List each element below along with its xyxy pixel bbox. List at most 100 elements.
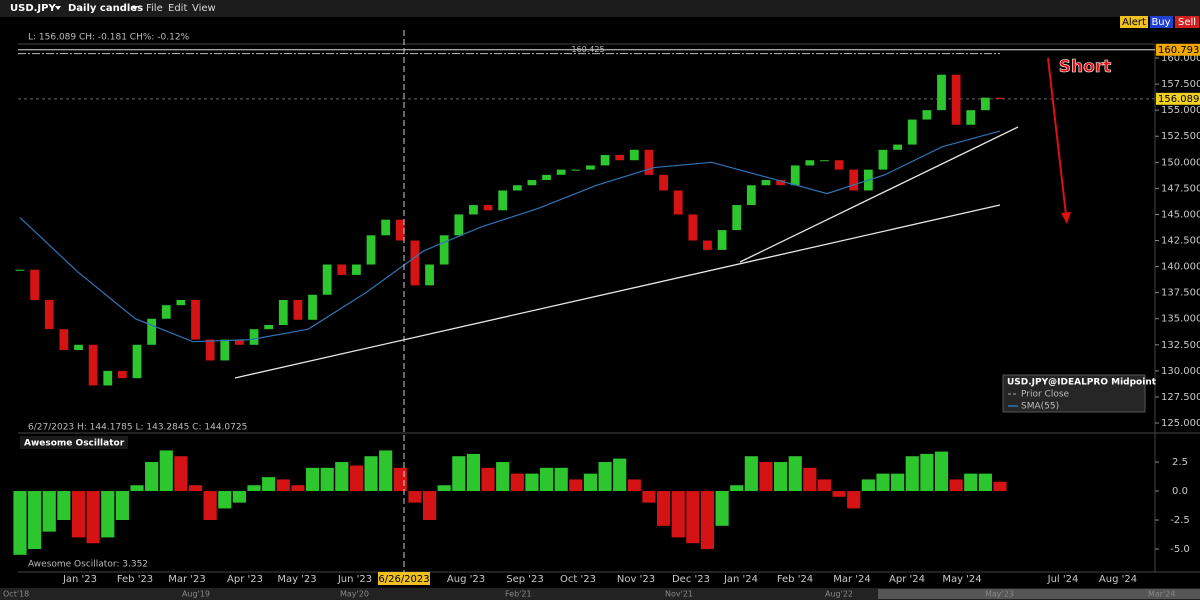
- oscillator-bar: [949, 479, 963, 492]
- candle: [235, 339, 244, 345]
- oscillator-bar: [262, 477, 276, 492]
- buy-button[interactable]: [1150, 16, 1173, 28]
- oscillator-bar: [876, 473, 890, 492]
- dropdown-icon[interactable]: [55, 6, 61, 10]
- high-label: 160.425: [571, 45, 604, 54]
- candle: [220, 339, 230, 361]
- y-tick-label: 127.500: [1161, 392, 1200, 403]
- y-tick-label: 142.500: [1161, 236, 1200, 247]
- crosshair-info: 6/27/2023 H: 144.1785 L: 143.2845 C: 144…: [28, 423, 247, 433]
- x-tick-label: Aug '23: [447, 574, 485, 585]
- candle: [849, 169, 859, 191]
- candle: [205, 339, 215, 361]
- oscillator-bar: [188, 485, 203, 492]
- legend-item[interactable]: Prior Close: [1021, 390, 1070, 400]
- candle: [761, 180, 771, 186]
- price-marker: 160.793: [1158, 45, 1199, 56]
- oscillator-bar: [101, 491, 115, 538]
- y-tick-label: 137.500: [1161, 288, 1200, 299]
- oscillator-bar: [349, 465, 363, 492]
- oscillator-bar: [232, 491, 246, 503]
- overview-label: Nov'21: [665, 590, 693, 599]
- oscillator-bar: [291, 485, 305, 492]
- candle: [118, 370, 127, 379]
- annotation: Short: [1059, 57, 1112, 77]
- oscillator-bar: [57, 491, 71, 521]
- candle: [132, 344, 142, 379]
- candle: [425, 264, 434, 286]
- oscillator-bar: [364, 456, 378, 492]
- arrow: [1047, 57, 1067, 216]
- candle: [600, 155, 610, 166]
- overview-window[interactable]: [878, 589, 1200, 599]
- candle: [483, 205, 493, 211]
- oscillator-bar: [481, 467, 495, 492]
- oscillator-bar: [671, 491, 685, 538]
- candle: [732, 205, 742, 231]
- alert-label[interactable]: Alert: [1122, 17, 1146, 28]
- indicator-title: Awesome Oscillator: [24, 439, 125, 449]
- oscillator-bar: [42, 491, 56, 532]
- oscillator-bar: [774, 462, 788, 492]
- menu[interactable]: File: [146, 3, 163, 14]
- crosshair-date: 6/26/2023: [378, 574, 429, 585]
- indicator-value: Awesome Oscillator: 3.352: [28, 560, 148, 570]
- buy-label[interactable]: Buy: [1151, 17, 1170, 28]
- alert-button[interactable]: [1120, 16, 1148, 28]
- oscillator-bar: [86, 491, 100, 544]
- oscillator-bar: [393, 467, 407, 492]
- oscillator-bar: [145, 462, 159, 492]
- y-tick-label: 132.500: [1161, 340, 1200, 351]
- oscillator-bar: [174, 456, 188, 492]
- symbol[interactable]: USD.JPY: [10, 3, 56, 14]
- menu[interactable]: View: [192, 3, 216, 14]
- overview-label: Oct'18: [3, 590, 29, 599]
- candle: [322, 264, 332, 295]
- oscillator-bar: [71, 491, 86, 538]
- oscillator-bar: [115, 491, 129, 521]
- oscillator-bar: [788, 456, 802, 492]
- price-marker-box: [1156, 92, 1200, 105]
- candle: [308, 294, 317, 320]
- y-tick-label: 150.000: [1161, 157, 1200, 168]
- overview-label: Mar'24: [1148, 590, 1175, 599]
- overview-label: Feb'21: [505, 590, 532, 599]
- oscillator-bar: [247, 485, 261, 492]
- candle: [615, 155, 625, 161]
- y-tick-label: 147.500: [1161, 183, 1200, 194]
- candle: [88, 344, 98, 386]
- sell-label[interactable]: Sell: [1178, 17, 1196, 28]
- oscillator-bar: [583, 473, 598, 492]
- overview-label: May'23: [985, 590, 1014, 599]
- dropdown-icon[interactable]: [132, 6, 138, 10]
- candle: [907, 119, 917, 145]
- legend-item[interactable]: SMA(55): [1021, 402, 1059, 412]
- oscillator-bar: [437, 485, 451, 492]
- candle: [59, 329, 69, 351]
- price-marker-box: [1156, 43, 1200, 56]
- candle: [688, 214, 698, 241]
- oscillator-bar: [934, 451, 949, 492]
- oscillator-bar: [598, 462, 612, 492]
- candle: [717, 230, 727, 250]
- sell-button[interactable]: [1175, 16, 1199, 28]
- candle: [673, 190, 683, 215]
- x-tick-label: Nov '23: [617, 574, 655, 585]
- interval[interactable]: Daily candles: [68, 3, 143, 14]
- oscillator-bar: [905, 456, 919, 492]
- menu[interactable]: Edit: [168, 3, 187, 14]
- oscillator-bar: [452, 456, 466, 492]
- candle: [249, 329, 259, 345]
- candle: [469, 205, 478, 215]
- overview-label: May'20: [340, 590, 369, 599]
- oscillator-bar: [510, 473, 524, 492]
- x-tick-label: May '23: [277, 574, 316, 585]
- overview-label: Aug'22: [825, 590, 853, 599]
- candle: [15, 269, 25, 271]
- oscillator-bar: [320, 467, 334, 492]
- candle: [805, 160, 815, 166]
- price-marker: 156.089: [1158, 94, 1199, 105]
- x-tick-label: Feb '24: [777, 574, 813, 585]
- candle: [820, 160, 829, 162]
